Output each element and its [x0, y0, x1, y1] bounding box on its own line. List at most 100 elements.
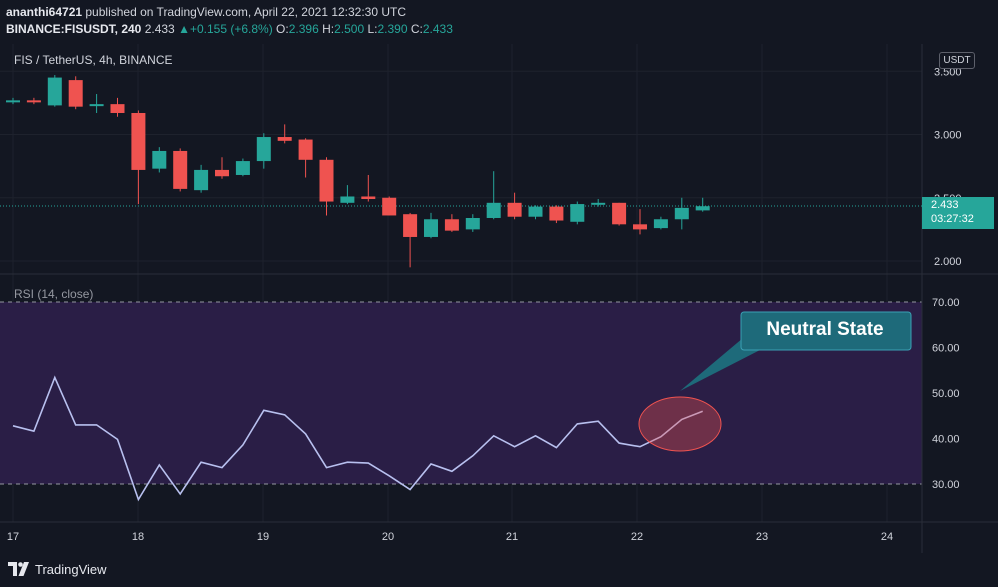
candle-body [361, 196, 376, 200]
time-tick-label: 17 [7, 531, 19, 543]
rsi-line [12, 375, 703, 502]
candle [89, 94, 104, 113]
candle [549, 205, 564, 224]
rsi-tick-label: 40.00 [932, 434, 960, 446]
publish-line: ananthi64721 published on TradingView.co… [6, 5, 406, 19]
callout-box [740, 311, 912, 351]
candle [424, 212, 438, 239]
candle [340, 185, 355, 205]
candle [382, 196, 397, 216]
last-price: 2.433 [144, 22, 175, 36]
rsi-tick-label: 30.00 [932, 479, 960, 491]
candle [194, 164, 209, 193]
candle-body [612, 202, 627, 225]
time-tick-label: 22 [631, 531, 643, 543]
candle-body [653, 219, 668, 229]
tradingview-brand[interactable]: TradingView [35, 562, 107, 577]
candle-body [89, 104, 104, 107]
candle [570, 201, 585, 225]
candle-body [633, 224, 647, 230]
candle-body [256, 137, 271, 162]
callout-text: Neutral State [766, 319, 884, 340]
candle-body [277, 137, 292, 141]
ohlc-high-label: H: [322, 22, 335, 36]
candle-body [549, 206, 564, 221]
author-name[interactable]: ananthi64721 [6, 5, 83, 19]
publish-info: published on TradingView.com, April 22, … [82, 5, 407, 19]
price-tag-countdown: 03:27:32 [931, 213, 974, 225]
candle-body [674, 207, 689, 220]
candle-body [173, 150, 188, 189]
candle [674, 197, 689, 230]
grid-lines [0, 44, 922, 522]
candle-body [444, 219, 459, 231]
time-tick-label: 19 [257, 531, 269, 543]
candle-body [695, 206, 710, 211]
candle [403, 212, 418, 268]
candle-body [235, 161, 250, 175]
candle [110, 97, 125, 117]
candle [131, 110, 146, 205]
time-axis-labels: 17 18 19 20 21 22 23 24 [7, 531, 893, 543]
candle [26, 97, 41, 105]
candle-body [110, 104, 125, 113]
chart-header: ananthi64721 published on TradingView.co… [0, 0, 998, 44]
candle-body [507, 202, 522, 217]
rsi-tick-label: 50.00 [932, 388, 960, 400]
time-tick-label: 18 [132, 531, 144, 543]
candle [319, 157, 334, 216]
candle-body [6, 100, 20, 103]
candle-body [403, 214, 418, 237]
ohlc-close-label: C: [410, 22, 423, 36]
candles-layer [6, 75, 710, 268]
candle [361, 174, 376, 202]
candle [277, 124, 292, 144]
time-tick-label: 20 [382, 531, 394, 543]
price-tick-label: 3.000 [934, 130, 962, 142]
rsi-axis-labels: 30.00 40.00 50.00 60.00 70.00 [932, 297, 960, 491]
ohlc-high: 2.500 [334, 22, 365, 36]
time-tick-label: 21 [506, 531, 518, 543]
candle-body [68, 80, 83, 107]
candle-body [591, 202, 606, 205]
candle-body [319, 159, 334, 202]
rsi-tick-label: 60.00 [932, 343, 960, 355]
candle [591, 199, 606, 207]
price-tick-label: 2.000 [934, 256, 962, 268]
price-tag [922, 197, 994, 229]
candle-body [152, 150, 167, 169]
candle-body [26, 100, 41, 103]
candle-body [215, 169, 229, 177]
candle-body [382, 197, 397, 216]
symbol-line: BINANCE:FISUSDT, 240 2.433 ▲+0.155 (+6.8… [6, 22, 453, 36]
price-change: +0.155 (+6.8%) [189, 22, 273, 36]
highlight-ellipse [638, 396, 722, 452]
ohlc-low-label: L: [367, 22, 378, 36]
candle [633, 209, 647, 235]
candle [215, 157, 229, 179]
candle-body [340, 196, 355, 203]
time-tick-label: 23 [756, 531, 768, 543]
rsi-tick-label: 70.00 [932, 297, 960, 309]
ohlc-low: 2.390 [377, 22, 408, 36]
price-tick-label: 3.500 [934, 66, 962, 78]
pane-title: FIS / TetherUS, 4h, BINANCE [14, 53, 173, 67]
symbol-name: BINANCE:FISUSDT, 240 [6, 22, 142, 36]
callout-pointer [680, 338, 760, 391]
candle [152, 147, 167, 173]
candle [465, 214, 480, 232]
tradingview-logo-icon[interactable] [8, 562, 30, 576]
candle [256, 133, 271, 169]
candle [298, 138, 313, 178]
candle-body [298, 139, 313, 160]
currency-badge[interactable]: USDT [939, 52, 975, 69]
candle-body [131, 112, 146, 170]
rsi-title: RSI (14, close) [14, 287, 93, 301]
footer: TradingView [0, 553, 998, 587]
ohlc-close: 2.433 [422, 22, 453, 36]
candle-body [486, 202, 501, 218]
candle-body [570, 204, 585, 222]
price-tag-value: 2.433 [931, 199, 959, 211]
candle [507, 192, 522, 220]
